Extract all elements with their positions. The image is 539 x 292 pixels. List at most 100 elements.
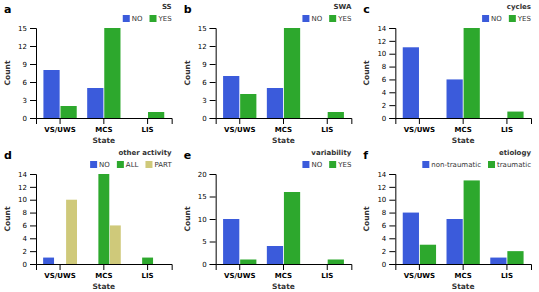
tick-mark <box>103 264 104 270</box>
tick: 0 <box>23 261 36 269</box>
legend: other activityNOALLPART <box>90 149 172 169</box>
bar <box>267 88 283 118</box>
tick-mark <box>389 105 395 106</box>
legend-title: variability <box>311 149 351 157</box>
tick-label: 12 <box>198 43 207 51</box>
tick-label: 10 <box>198 216 207 224</box>
legend-label: NO <box>311 161 322 169</box>
tick-mark <box>147 264 148 270</box>
legend-item: YES <box>150 15 173 23</box>
tick-label: LIS <box>321 126 333 134</box>
tick: 10 <box>18 196 36 204</box>
axis-line <box>210 175 217 265</box>
tick-label: MCS <box>455 126 472 134</box>
tick-label: 9 <box>23 61 27 69</box>
legend-item: traumatic <box>488 161 531 169</box>
tick: 12 <box>198 43 216 51</box>
tick-label: LIS <box>501 272 513 280</box>
bar <box>420 118 436 119</box>
panel: VS/UWSMCSLIS03691215StateCountaSSNOYES <box>3 3 172 145</box>
tick-mark <box>30 264 36 265</box>
bar <box>403 47 419 118</box>
legend-swatch <box>329 161 336 168</box>
legend-title: other activity <box>118 149 172 157</box>
bar <box>267 246 283 264</box>
legend-swatch <box>145 161 152 168</box>
y-axis-title: Count <box>3 60 12 85</box>
tick-label: 8 <box>382 63 386 71</box>
legend-label: NO <box>311 15 322 23</box>
y-axis-title: Count <box>362 206 371 231</box>
tick-mark <box>30 251 36 252</box>
tick-mark <box>30 200 36 201</box>
tick-mark <box>210 28 216 29</box>
tick: 8 <box>382 63 395 71</box>
legend-title: SWA <box>333 3 351 11</box>
tick: 5 <box>202 238 215 246</box>
tick-label: 0 <box>23 115 27 123</box>
tick: 2 <box>382 248 395 256</box>
bar <box>328 260 344 265</box>
tick: 15 <box>198 25 216 33</box>
tick: VS/UWS <box>224 264 255 280</box>
tick: 10 <box>377 196 395 204</box>
bar <box>142 258 153 264</box>
bar <box>43 258 54 264</box>
bar <box>490 118 506 119</box>
bar <box>98 174 109 264</box>
tick-mark <box>239 264 240 270</box>
legend-label: NO <box>491 15 502 23</box>
tick-mark <box>30 213 36 214</box>
bar <box>284 28 300 118</box>
tick-mark <box>30 100 36 101</box>
panel: VS/UWSMCSLIS05101520StateCountevariabili… <box>183 149 352 291</box>
bar <box>87 88 103 118</box>
y-axis-title: Count <box>362 60 371 85</box>
bar <box>223 219 239 264</box>
tick-label: 4 <box>23 235 28 243</box>
tick: 12 <box>18 43 36 51</box>
tick-mark <box>389 92 395 93</box>
tick-mark <box>30 174 36 175</box>
tick: 0 <box>23 115 36 123</box>
bar <box>328 112 344 118</box>
tick-mark <box>30 187 36 188</box>
tick-label: LIS <box>142 272 154 280</box>
axis-line <box>37 119 173 125</box>
tick: 15 <box>18 25 36 33</box>
tick-label: 0 <box>202 115 206 123</box>
legend-items: non-traumatic traumatic <box>422 161 531 169</box>
tick: 6 <box>382 222 395 230</box>
axis-line <box>216 119 352 125</box>
tick-label: 6 <box>382 222 387 230</box>
tick: 12 <box>377 38 395 46</box>
tick-label: 10 <box>18 196 27 204</box>
tick-mark <box>30 238 36 239</box>
bar <box>131 118 147 119</box>
tick: LIS <box>321 118 333 134</box>
tick: 14 <box>377 171 395 179</box>
legend-swatch <box>123 15 130 22</box>
legend: cyclesNOYES <box>482 3 531 23</box>
bar <box>223 76 239 118</box>
tick-label: VS/UWS <box>404 272 435 280</box>
bars <box>403 28 524 118</box>
tick-mark <box>210 100 216 101</box>
legend-items: NO YES <box>302 15 351 23</box>
tick: VS/UWS <box>44 118 75 134</box>
bar <box>66 200 77 264</box>
legend-title: SS <box>162 3 172 11</box>
tick-mark <box>419 118 420 124</box>
tick-label: 3 <box>202 97 206 105</box>
x-axis-title: State <box>272 282 295 291</box>
legend-item: YES <box>329 15 352 23</box>
tick-mark <box>389 41 395 42</box>
panel: VS/UWSMCSLIS02468101214StateCountfetiolo… <box>362 149 531 291</box>
tick: 6 <box>382 76 395 84</box>
bar <box>284 192 300 264</box>
legend-label: non-traumatic <box>431 161 481 169</box>
legend-swatch <box>302 161 309 168</box>
tick-mark <box>60 118 61 124</box>
tick-label: 0 <box>382 115 386 123</box>
tick-label: 10 <box>377 196 386 204</box>
